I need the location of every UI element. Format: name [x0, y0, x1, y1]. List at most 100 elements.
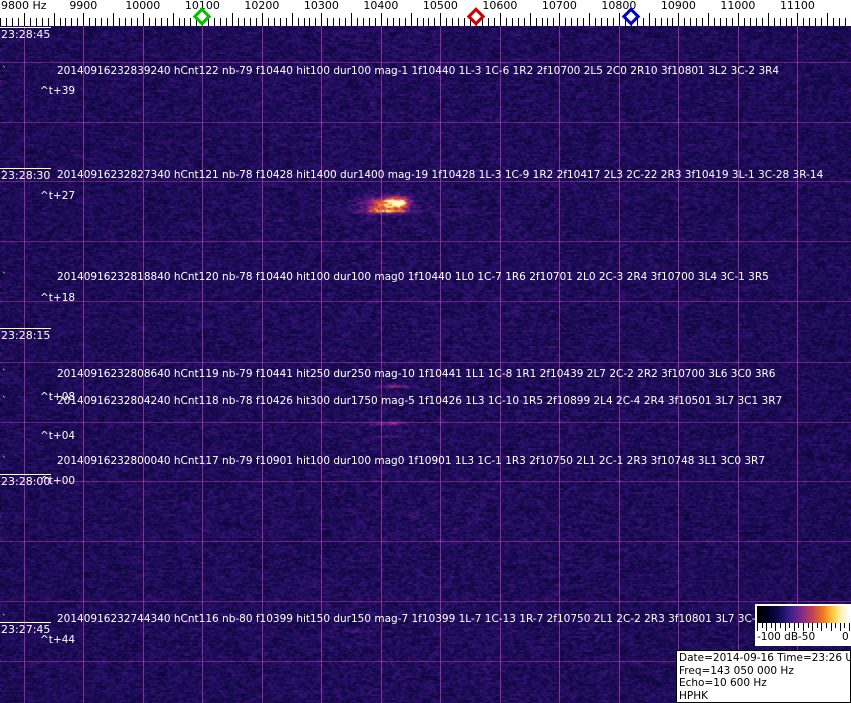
ruler-minor-tick: [482, 18, 483, 26]
ruler-minor-tick: [256, 18, 257, 26]
ruler-minor-tick: [208, 18, 209, 26]
ruler-minor-tick: [190, 18, 191, 26]
ruler-minor-tick: [42, 18, 43, 26]
ruler-minor-tick: [637, 18, 638, 26]
horizontal-gridline: [0, 481, 851, 482]
horizontal-gridline: [0, 422, 851, 423]
ruler-minor-tick: [89, 18, 90, 26]
vertical-gridline: [619, 26, 620, 703]
ruler-minor-tick: [756, 18, 757, 26]
spectrogram-canvas-container[interactable]: 23:28:45 23:28:30 23:28:15 23:28:00 23:27:45…: [0, 26, 851, 703]
colorbar-max-label: 0: [842, 631, 849, 643]
ruler-minor-tick: [542, 18, 543, 26]
colorbar-tick: [770, 623, 772, 628]
frequency-tick-label: 10100: [184, 0, 220, 12]
colorbar-tick: [757, 623, 758, 631]
ruler-minor-tick: [839, 18, 840, 26]
ruler-minor-tick: [780, 18, 781, 26]
ruler-minor-tick: [65, 18, 66, 26]
ruler-minor-tick: [494, 18, 495, 26]
ruler-minor-tick: [643, 18, 644, 26]
ruler-minor-tick: [786, 18, 787, 26]
info-panel: Date=2014-09-16 Time=23:26 UTC Freq=143 …: [676, 650, 851, 703]
ruler-minor-tick: [625, 18, 626, 26]
ruler-minor-tick: [363, 18, 364, 26]
ruler-minor-tick: [845, 18, 846, 26]
ruler-minor-tick: [536, 18, 537, 26]
horizontal-gridline: [0, 362, 851, 363]
ruler-major-tick: [24, 13, 25, 26]
vertical-gridline: [83, 26, 84, 703]
colorbar-tick: [803, 623, 804, 631]
ruler-major-tick: [530, 13, 531, 26]
ruler-minor-tick: [375, 18, 376, 26]
frequency-tick-label: 10800: [601, 0, 637, 12]
ruler-minor-tick: [327, 18, 328, 26]
ruler-minor-tick: [101, 18, 102, 26]
spectrogram-waterfall[interactable]: [0, 26, 851, 703]
ruler-major-tick: [738, 13, 739, 26]
ruler-minor-tick: [702, 18, 703, 26]
time-axis-label: 23:28:00: [0, 474, 52, 488]
ruler-minor-tick: [399, 18, 400, 26]
ruler-minor-tick: [107, 18, 108, 26]
ruler-minor-tick: [464, 18, 465, 26]
ruler-minor-tick: [60, 18, 61, 26]
ruler-major-tick: [797, 13, 798, 26]
ruler-major-tick: [321, 13, 322, 26]
colorbar-ticks: [757, 623, 850, 631]
event-detection-line: 20140916232839240 hCnt122 nb-79 f10440 h…: [57, 65, 780, 77]
ruler-minor-tick: [446, 18, 447, 26]
frequency-tick-label: 11000: [720, 0, 756, 12]
event-row-tick: `: [2, 614, 7, 624]
ruler-minor-tick: [357, 18, 358, 26]
vertical-gridline: [381, 26, 382, 703]
colorbar-tick: [844, 623, 846, 628]
frequency-tick-label: 9800 Hz: [1, 0, 47, 12]
event-row-tick: `: [2, 396, 7, 406]
ruler-major-tick: [113, 13, 114, 26]
ruler-minor-tick: [387, 18, 388, 26]
ruler-minor-tick: [428, 18, 429, 26]
ruler-minor-tick: [458, 18, 459, 26]
ruler-minor-tick: [393, 18, 394, 26]
ruler-minor-tick: [524, 18, 525, 26]
vertical-gridline: [678, 26, 679, 703]
colorbar-tick: [839, 623, 841, 631]
ruler-minor-tick: [809, 18, 810, 26]
marker-center: [625, 11, 636, 22]
frequency-tick-label: 10200: [244, 0, 280, 12]
ruler-minor-tick: [131, 18, 132, 26]
ruler-minor-tick: [553, 18, 554, 26]
ruler-minor-tick: [167, 18, 168, 26]
event-detection-line: 20140916232800040 hCnt117 nb-79 f10901 h…: [57, 455, 766, 467]
ruler-minor-tick: [119, 18, 120, 26]
vertical-gridline: [440, 26, 441, 703]
ruler-major-tick: [589, 13, 590, 26]
colorbar-tick: [775, 623, 777, 631]
ruler-major-tick: [173, 13, 174, 26]
ruler-minor-tick: [833, 18, 834, 26]
ruler-minor-tick: [95, 18, 96, 26]
ruler-minor-tick: [791, 18, 792, 26]
ruler-minor-tick: [672, 18, 673, 26]
ruler-minor-tick: [601, 18, 602, 26]
ruler-minor-tick: [547, 18, 548, 26]
ruler-minor-tick: [565, 18, 566, 26]
ruler-minor-tick: [196, 18, 197, 26]
ruler-minor-tick: [333, 18, 334, 26]
ruler-major-tick: [83, 13, 84, 26]
colorbar-tick: [835, 623, 837, 628]
event-time-offset-marker: ^t+44: [40, 634, 76, 646]
ruler-minor-tick: [655, 18, 656, 26]
horizontal-gridline: [0, 601, 851, 602]
ruler-minor-tick: [6, 18, 7, 26]
ruler-minor-tick: [274, 18, 275, 26]
colorbar-tick: [826, 623, 827, 628]
ruler-minor-tick: [220, 18, 221, 26]
ruler-minor-tick: [184, 18, 185, 26]
ruler-major-tick: [708, 13, 709, 26]
ruler-minor-tick: [18, 18, 19, 26]
ruler-minor-tick: [137, 18, 138, 26]
ruler-major-tick: [559, 13, 560, 26]
